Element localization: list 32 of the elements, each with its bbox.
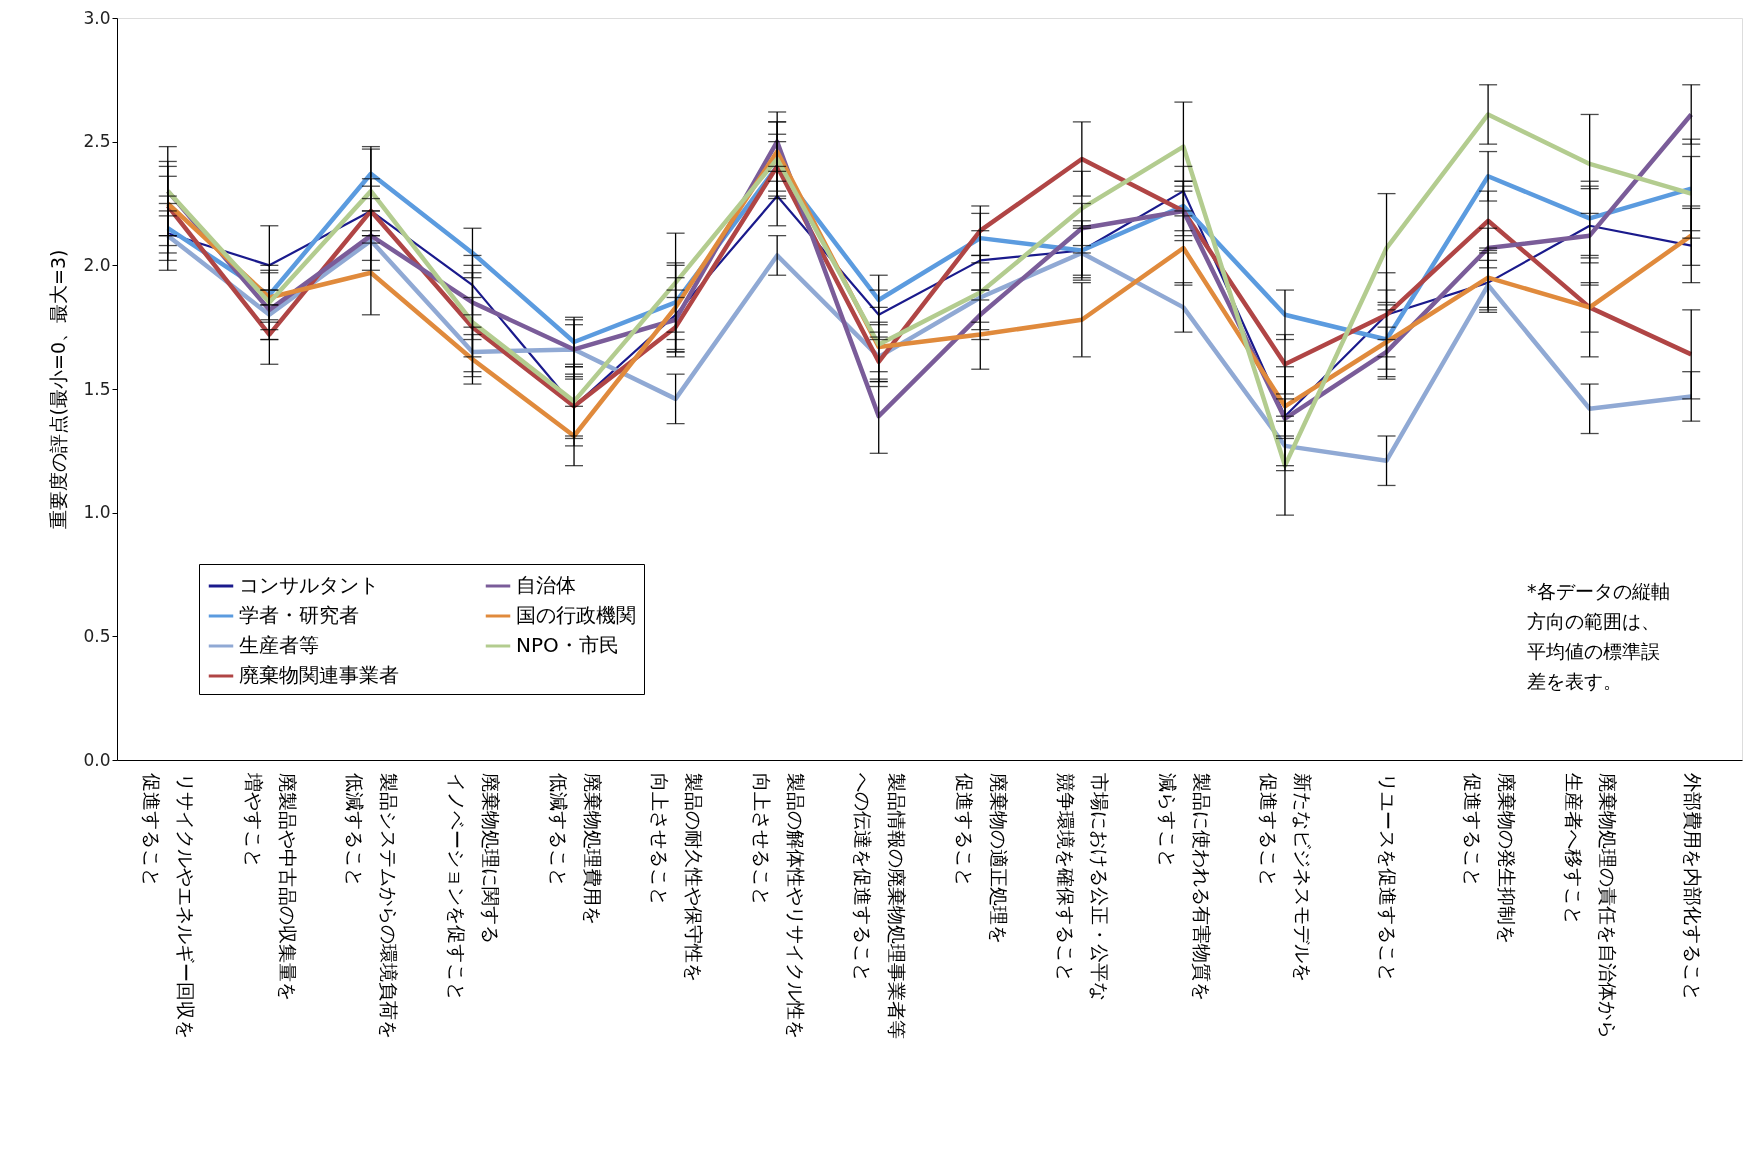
x-tick-label: 製品システムからの環境負荷を低減すること (344, 772, 401, 1039)
y-tick-label: 0.5 (83, 625, 111, 646)
y-tick-label: 3.0 (83, 7, 111, 28)
x-tick-label: 廃棄物処理費用を低減すること (547, 772, 604, 925)
x-tick-label: 廃棄物の発生抑制を促進すること (1461, 772, 1518, 944)
x-tick-label: 製品の解体性やリサイクル性を向上させること (750, 772, 807, 1039)
x-tick-label: 廃棄物処理に関するイノベーションを促すこと (445, 772, 502, 1001)
y-tick-label: 2.0 (83, 254, 111, 275)
legend-label: 廃棄物関連事業者 (239, 663, 399, 687)
x-tick-label: 外部費用を内部化すること (1681, 772, 1704, 1001)
legend-label: 自治体 (516, 573, 576, 597)
x-tick-label: 製品情報の廃棄物処理事業者等への伝達を促進すること (852, 772, 909, 1039)
x-tick-label: リユースを促進すること (1377, 772, 1400, 982)
annotation: *各データの縦軸方向の範囲は、平均値の標準誤差を表す。 (1527, 580, 1670, 692)
x-tick-label: 廃棄物処理の責任を自治体から生産者へ移すこと (1563, 772, 1620, 1039)
legend-label: 国の行政機関 (516, 603, 636, 627)
legend-label: 生産者等 (239, 633, 319, 657)
y-axis-title: 重要度の評点(最小=0、最大=3) (47, 249, 70, 530)
y-tick-label: 1.0 (83, 502, 111, 523)
legend-label: コンサルタント (239, 573, 379, 597)
legend-label: NPO・市民 (516, 633, 619, 657)
y-tick-label: 2.5 (83, 131, 111, 152)
x-tick-label: 製品に使われる有害物質を減らすこと (1156, 772, 1213, 1001)
x-tick-label: 新たなビジネスモデルを促進すること (1258, 772, 1315, 982)
y-tick-label: 0.0 (83, 749, 111, 770)
x-tick-label: 市場における公正・公平な競争環境を確保すること (1055, 772, 1112, 1001)
x-tick-label: 製品の耐久性や保守性を向上させること (649, 772, 706, 982)
y-tick-label: 1.5 (83, 378, 111, 399)
x-tick-label: 廃製品や中古品の収集量を増やすこと (242, 771, 299, 1001)
legend-label: 学者・研究者 (239, 603, 359, 627)
x-tick-label: リサイクルやエネルギー回収を促進すること (141, 772, 198, 1039)
x-tick-label: 廃棄物の適正処理を促進すること (953, 772, 1010, 944)
